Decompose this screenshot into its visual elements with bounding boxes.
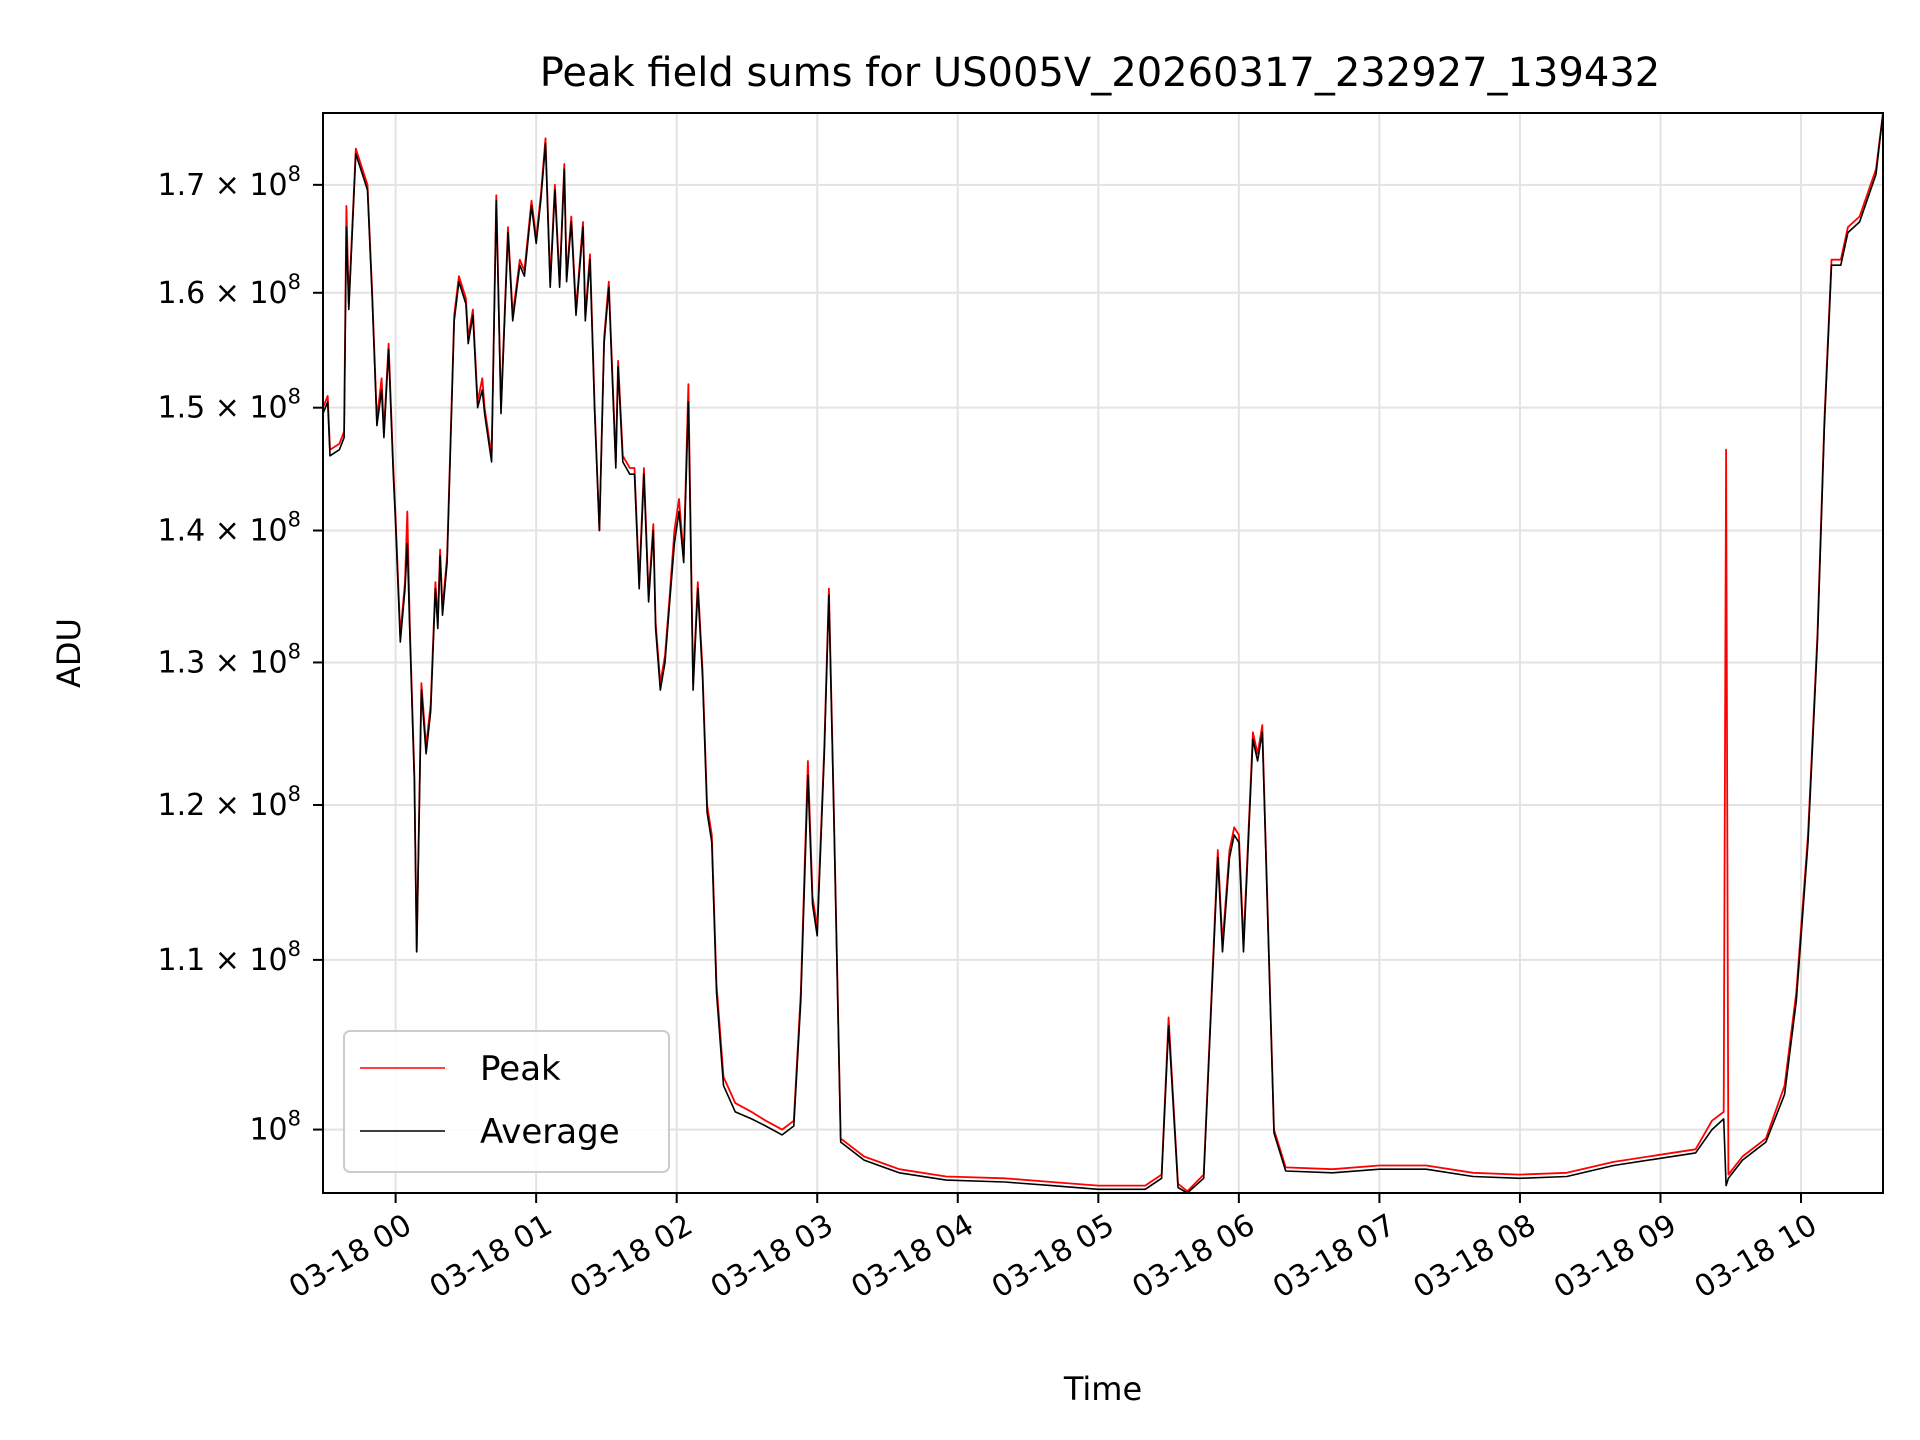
chart-title: Peak field sums for US005V_20260317_2329… xyxy=(540,50,1661,96)
legend-label-peak: Peak xyxy=(480,1049,561,1089)
y-tick-label: 1.2 × 108 xyxy=(158,782,301,823)
y-tick-label: 1.6 × 108 xyxy=(158,270,301,311)
legend-label-average: Average xyxy=(480,1112,620,1152)
legend: Peak Average xyxy=(343,1030,670,1173)
series-line-average xyxy=(322,112,1884,1194)
series-layer xyxy=(322,112,1884,1194)
y-tick-label: 1.1 × 108 xyxy=(158,937,301,978)
y-tick-label: 1.7 × 108 xyxy=(158,162,301,203)
plot-frame xyxy=(322,112,1884,1194)
grid-lines xyxy=(323,113,1883,1193)
y-axis: 108 1.1 × 108 1.2 × 108 1.3 × 108 1.4 × 108 1… xyxy=(158,162,323,1148)
y-tick-label: 1.4 × 108 xyxy=(158,508,301,549)
y-tick-label: 1.5 × 108 xyxy=(158,385,301,426)
y-axis-title: ADU xyxy=(50,618,88,688)
y-tick-label: 1.3 × 108 xyxy=(158,639,301,680)
y-tick-label: 108 xyxy=(249,1107,301,1148)
legend-box xyxy=(343,1030,670,1173)
x-axis-title: Time xyxy=(1063,1370,1142,1408)
